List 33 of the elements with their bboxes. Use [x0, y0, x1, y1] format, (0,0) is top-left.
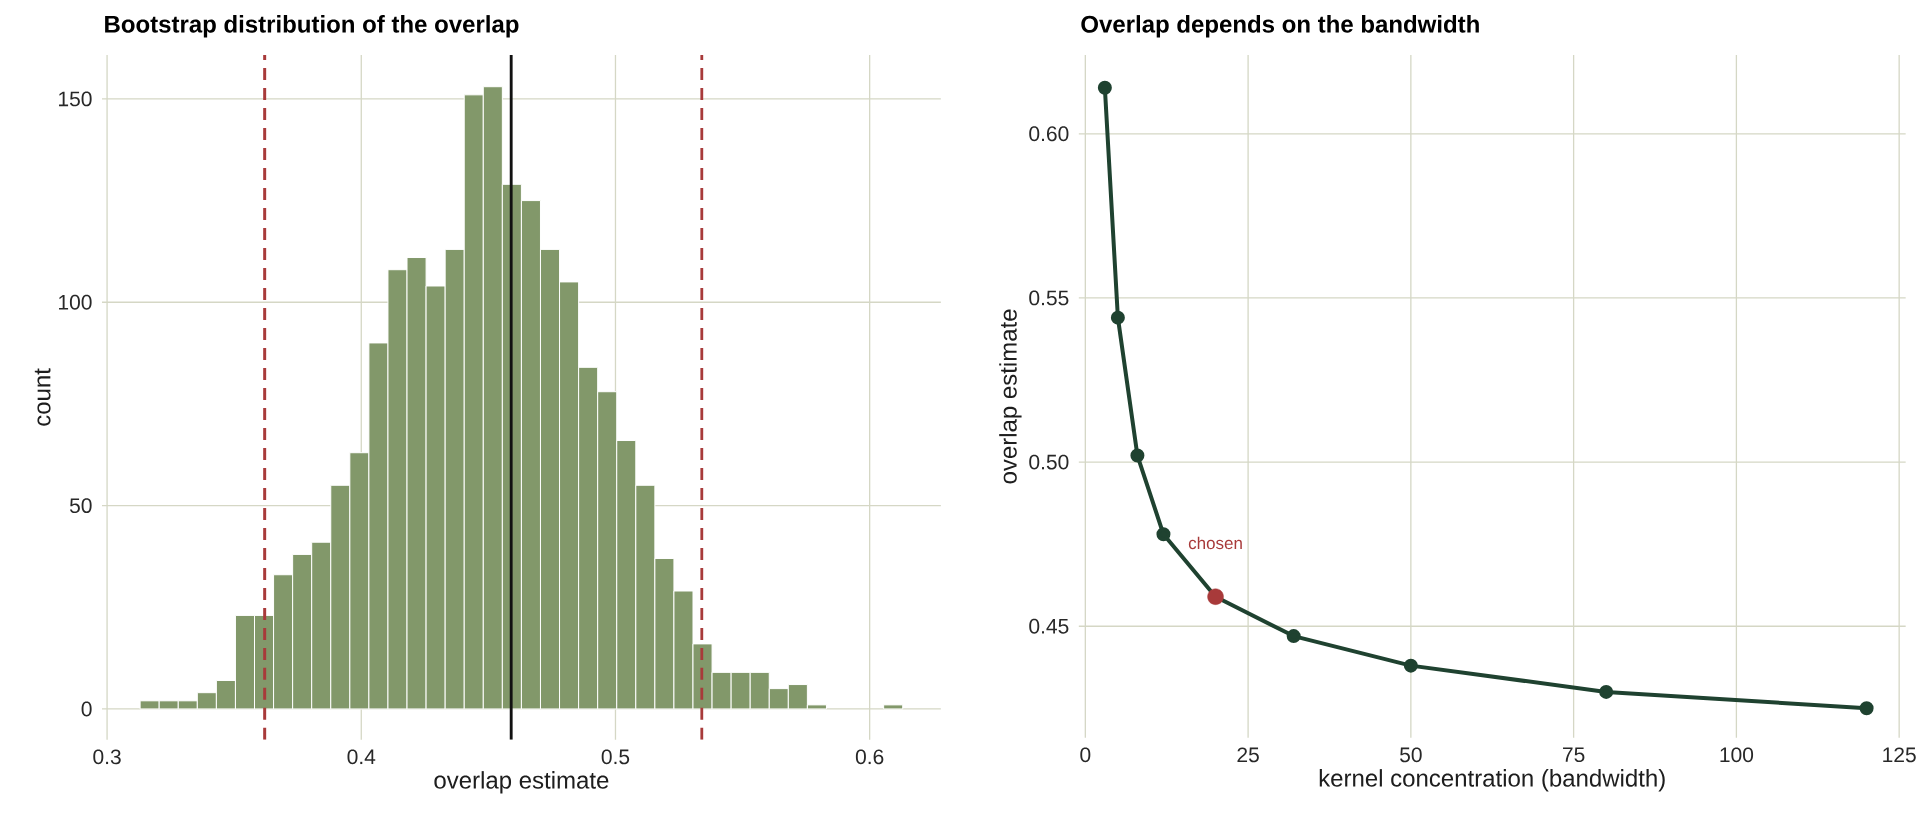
y-tick-label: 0.50	[1029, 454, 1069, 470]
point	[1859, 701, 1874, 716]
point	[1286, 629, 1301, 644]
annotation: chosen	[1188, 536, 1242, 550]
y-tick-label: 100	[59, 294, 92, 310]
y-tick-label: 0.45	[1029, 618, 1069, 634]
y-axis-title: count	[34, 368, 51, 426]
x-tick-label: 125	[1883, 747, 1916, 763]
x-tick-label: 0.3	[93, 749, 121, 765]
y-axis-title: overlap estimate	[999, 309, 1022, 484]
x-tick-label: 0.6	[855, 749, 884, 765]
x-tick-label: 0.4	[347, 749, 376, 765]
chart-title: Bootstrap distribution of the overlap	[105, 15, 519, 38]
y-tick-label: 0.55	[1029, 290, 1069, 306]
x-tick-label: 50	[1400, 747, 1422, 763]
point	[1097, 80, 1112, 95]
y-tick-label: 0.60	[1029, 126, 1069, 142]
point	[1403, 658, 1418, 673]
x-tick-label: 25	[1237, 747, 1259, 763]
point	[1110, 310, 1125, 325]
x-tick-label: 0	[1080, 747, 1091, 763]
point	[1599, 684, 1614, 699]
x-tick-label: 100	[1720, 747, 1754, 763]
x-axis-title: kernel concentration (bandwidth)	[1319, 769, 1665, 792]
point	[1130, 448, 1145, 463]
point	[1156, 527, 1171, 542]
y-tick-label: 0	[81, 701, 92, 717]
x-tick-label: 0.5	[601, 749, 630, 765]
x-tick-label: 75	[1563, 747, 1585, 763]
x-axis-title: overlap estimate	[434, 771, 609, 794]
y-tick-label: 150	[59, 91, 92, 107]
chart-title: Overlap depends on the bandwidth	[1081, 15, 1479, 38]
y-tick-label: 50	[69, 498, 92, 514]
